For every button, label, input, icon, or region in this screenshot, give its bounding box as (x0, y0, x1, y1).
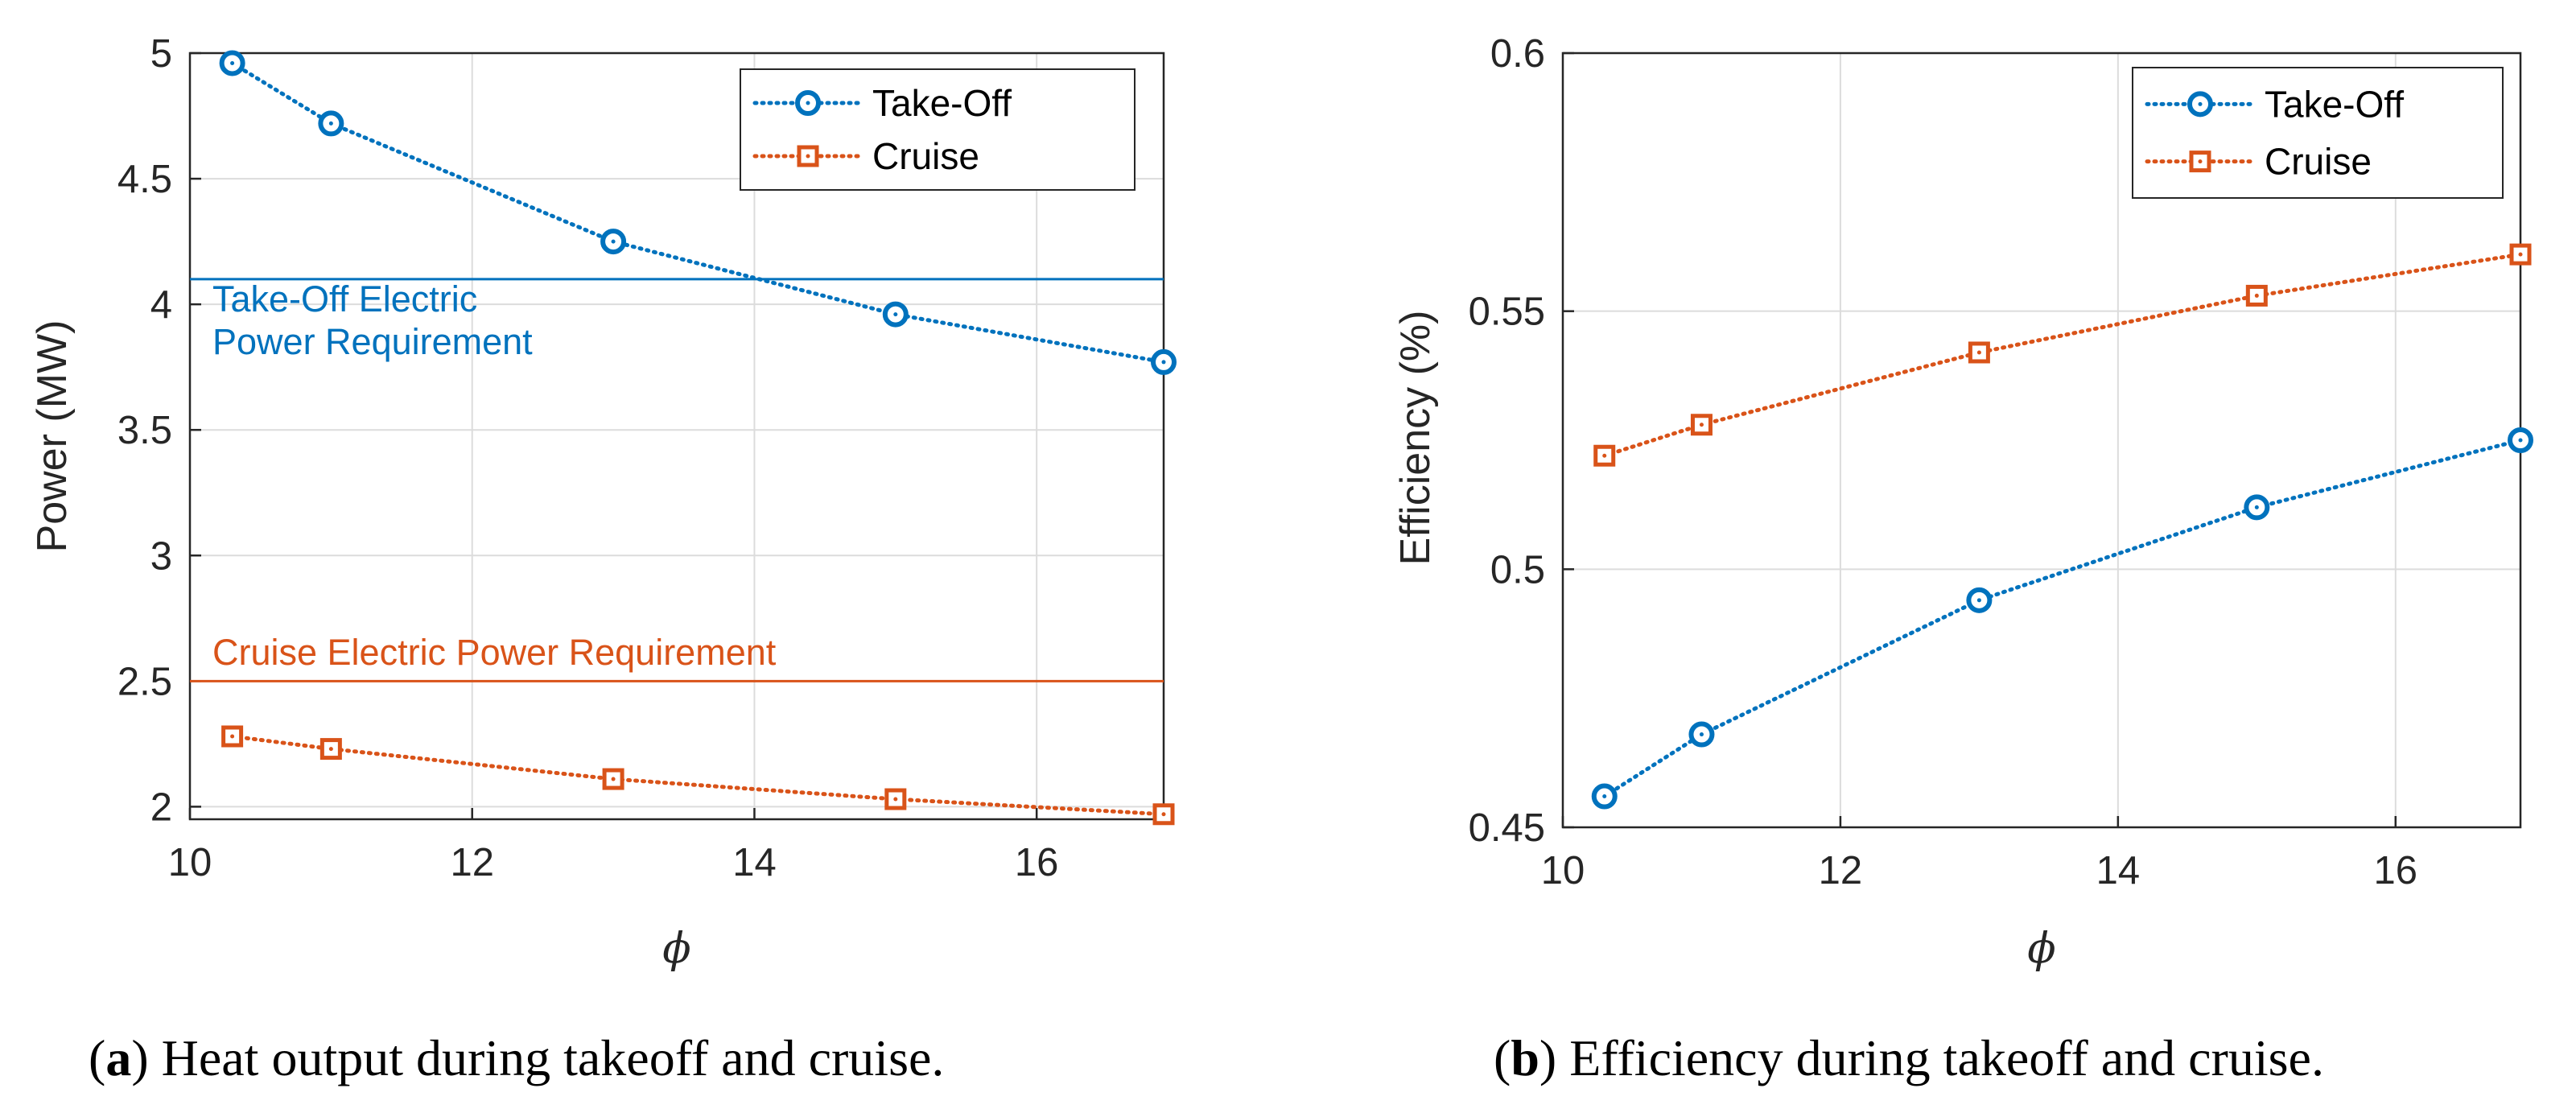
y-tick-label: 0.5 (1490, 548, 1545, 592)
legend-label-take-off: Take-Off (872, 82, 1012, 124)
chart-panel-b: 10 12 14 16 0.45 0.5 0.55 0.6 Efficiency (%) ϕ Tak… (1392, 32, 2533, 973)
caption-b-open: ( (1494, 1029, 1511, 1086)
chart-panel-a: 10 12 14 16 2 2.5 3 3.5 4 4.5 5 Power (MW) ϕ Take-Off… (29, 32, 1177, 973)
y-tick-label: 4.5 (117, 158, 172, 201)
legend: Take-Off Cruise (2132, 67, 2504, 199)
caption-a-open: ( (89, 1029, 106, 1086)
x-tick-label: 16 (1015, 841, 1059, 884)
legend: Take-Off Cruise (740, 68, 1136, 191)
data-point-center (2254, 293, 2259, 298)
reference-line-label: Cruise Electric Power Requirement (212, 632, 777, 673)
caption-a: (a) Heat output during takeoff and cruis… (89, 1028, 944, 1088)
legend-label-take-off: Take-Off (2265, 83, 2404, 125)
caption-a-close: ) (131, 1029, 149, 1086)
data-point-center (1602, 453, 1607, 458)
legend-label-cruise: Cruise (872, 135, 979, 177)
y-tick-label: 0.55 (1469, 291, 1545, 334)
data-point-center (1161, 360, 1166, 365)
reference-line-label: Power Requirement (212, 321, 533, 362)
y-tick-label: 0.6 (1490, 32, 1545, 76)
y-tick-label: 0.45 (1469, 806, 1545, 850)
y-tick-label: 5 (150, 32, 172, 76)
x-tick-label: 14 (2096, 849, 2141, 892)
data-point-center (1161, 812, 1166, 817)
y-tick-label: 2.5 (117, 660, 172, 703)
data-point-center (1976, 598, 1981, 603)
legend-marker-center (806, 154, 810, 159)
x-tick-label: 14 (732, 841, 777, 884)
data-point-center (230, 60, 235, 65)
y-tick-label: 3.5 (117, 409, 172, 452)
caption-a-label: a (105, 1029, 132, 1086)
legend-marker-center (2198, 159, 2203, 164)
data-point-center (2518, 438, 2523, 443)
data-point-center (328, 747, 333, 752)
data-point-center (611, 777, 616, 781)
caption-a-text: Heat output during takeoff and cruise. (148, 1029, 945, 1086)
data-point-center (1602, 794, 1607, 799)
x-tick-label: 12 (450, 841, 494, 884)
x-tick-label: 12 (1819, 849, 1863, 892)
x-tick-label: 16 (2374, 849, 2418, 892)
legend-box (2132, 67, 2504, 199)
x-axis-label: ϕ (662, 925, 690, 973)
caption-b-text: Efficiency during takeoff and cruise. (1556, 1029, 2324, 1086)
caption-b-close: ) (1539, 1029, 1557, 1086)
data-point-center (1699, 423, 1704, 427)
data-point-center (230, 734, 235, 739)
caption-b-label: b (1511, 1029, 1539, 1086)
y-tick-label: 2 (150, 785, 172, 829)
y-tick-label: 4 (150, 283, 172, 327)
caption-b: (b) Efficiency during takeoff and cruise… (1494, 1028, 2324, 1088)
axes-frame (188, 52, 1165, 821)
y-axis-label: Efficiency (%) (1392, 311, 1439, 566)
x-tick-label: 10 (1541, 849, 1585, 892)
data-point-center (2518, 252, 2523, 257)
legend-box (740, 68, 1136, 191)
x-tick-label: 10 (168, 841, 212, 884)
data-point-center (1976, 350, 1981, 355)
data-point-center (893, 312, 898, 317)
legend-marker-center (806, 101, 810, 105)
data-point-center (1699, 732, 1704, 737)
data-point-center (2254, 505, 2259, 509)
data-point-center (893, 797, 898, 802)
x-axis-label: ϕ (2027, 925, 2055, 973)
series-line-cruise (1602, 252, 2523, 458)
data-point-center (611, 239, 616, 244)
legend-marker-center (2198, 101, 2203, 106)
reference-line-label: Take-Off Electric (212, 278, 477, 319)
y-tick-label: 3 (150, 534, 172, 578)
legend-label-cruise: Cruise (2265, 141, 2372, 183)
data-point-center (328, 121, 333, 126)
y-axis-label: Power (MW) (29, 320, 76, 553)
